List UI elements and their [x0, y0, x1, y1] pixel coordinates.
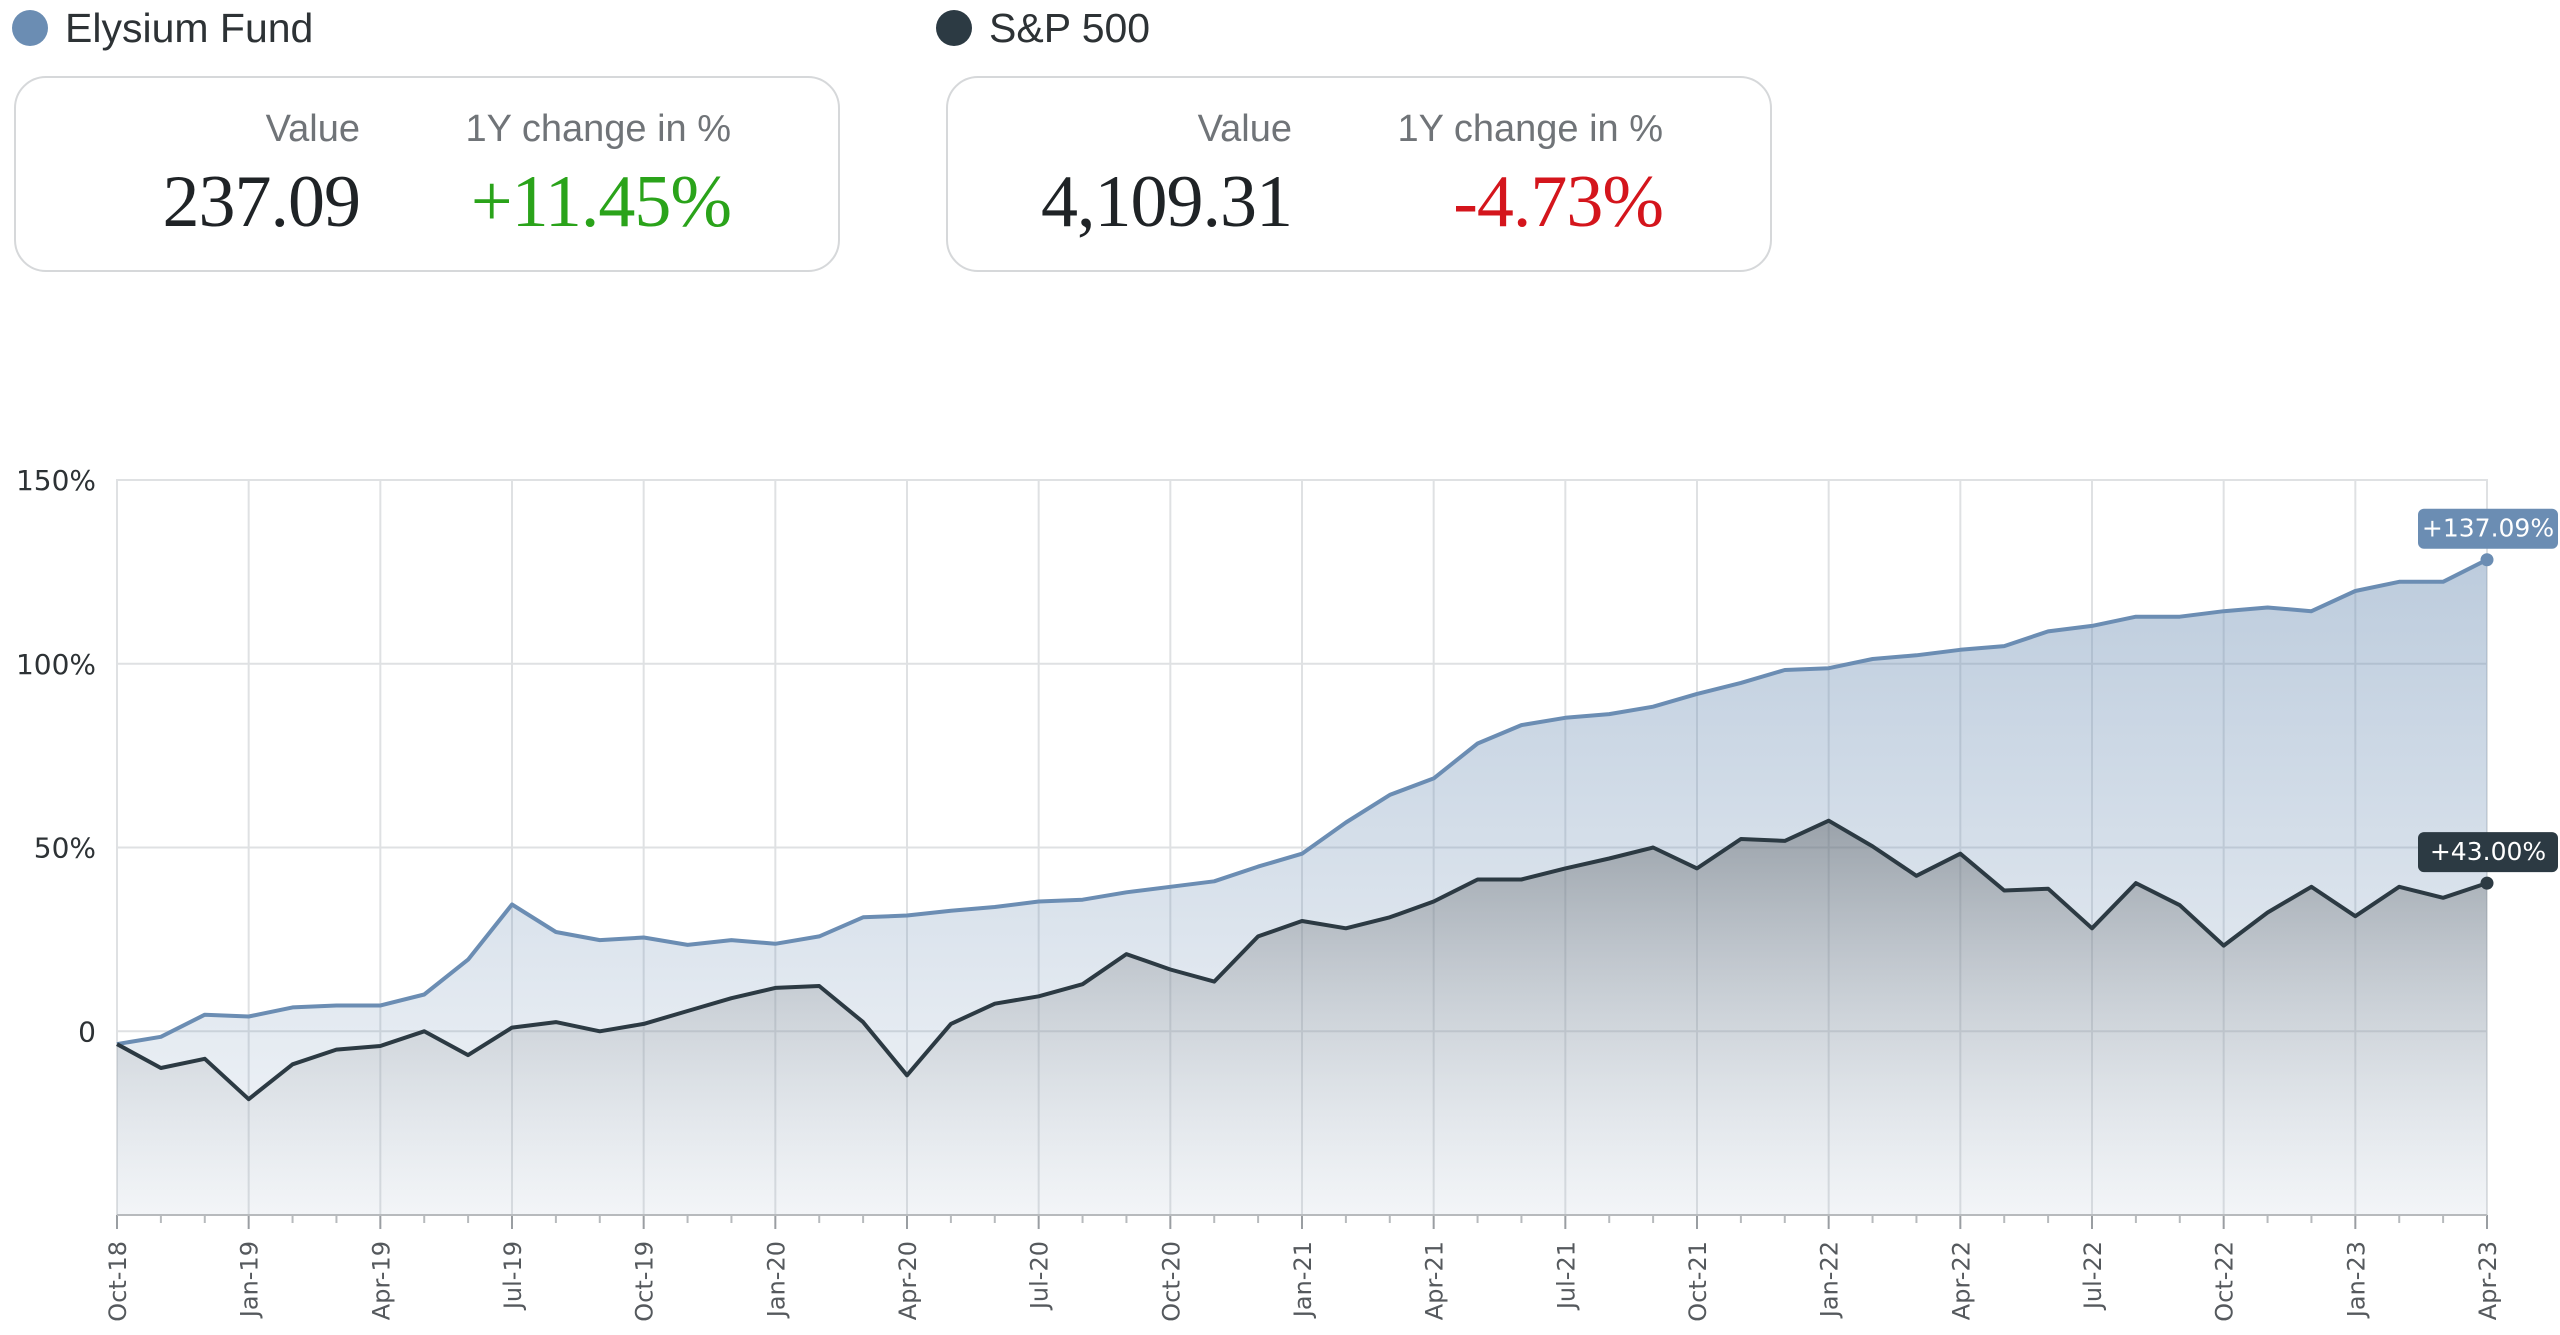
y-tick-label: 0	[78, 1015, 96, 1048]
legend-label-fund: Elysium Fund	[65, 4, 314, 51]
x-tick-label: Jul-21	[1552, 1241, 1580, 1311]
x-tick-label: Oct-21	[1684, 1241, 1712, 1322]
x-tick-label: Jan-20	[762, 1241, 790, 1319]
fund-value: 237.09	[162, 161, 361, 243]
fund-end-badge	[2418, 508, 2558, 549]
x-tick-label: Jan-21	[1289, 1241, 1317, 1319]
fund-end-point	[2480, 553, 2494, 567]
x-tick-label: Apr-20	[894, 1241, 922, 1320]
sp500-end-point	[2480, 876, 2494, 890]
sp500-series-dot	[936, 10, 972, 46]
sp500-value-header: Value	[1197, 108, 1292, 150]
y-tick-label: 50%	[34, 832, 96, 865]
x-tick-label: Jan-22	[1816, 1241, 1844, 1319]
sp500-area	[117, 820, 2487, 1215]
x-tick-label: Jan-19	[236, 1241, 264, 1319]
x-tick-label: Apr-19	[367, 1241, 395, 1320]
x-tick-label: Apr-23	[2474, 1241, 2502, 1320]
fund-line	[116, 557, 2488, 1047]
chart-areas	[117, 559, 2487, 1215]
legend-item-fund[interactable]: Elysium Fund	[12, 2, 313, 54]
chart-end-labels: +137.09% +43.00%	[2418, 508, 2558, 890]
fund-end-label: +137.09%	[2422, 514, 2554, 543]
y-tick-label: 100%	[16, 648, 96, 681]
sp500-change-header: 1Y change in %	[1397, 108, 1664, 150]
x-tick-label: Oct-19	[631, 1241, 659, 1322]
sp500-value: 4,109.31	[1041, 161, 1293, 243]
x-tick-label: Jul-22	[2079, 1241, 2107, 1311]
legend-item-sp500[interactable]: S&P 500	[936, 2, 1150, 54]
sp500-end-badge	[2418, 832, 2558, 873]
chart-lines	[116, 557, 2488, 1102]
x-tick-label: Jan-23	[2342, 1241, 2370, 1319]
x-tick-label: Oct-22	[2211, 1241, 2239, 1322]
sp500-summary-card: Value 1Y change in % 4,109.31 -4.73%	[946, 76, 1772, 272]
x-tick-label: Apr-22	[1947, 1241, 1975, 1320]
fund-change-header: 1Y change in %	[465, 108, 732, 150]
sp500-end-label: +43.00%	[2430, 837, 2546, 866]
legend-label-sp500: S&P 500	[989, 4, 1151, 51]
x-tick-label: Jul-20	[1026, 1241, 1054, 1311]
fund-summary-card: Value 1Y change in % 237.09 +11.45%	[14, 76, 840, 272]
fund-change-value: +11.45%	[470, 161, 732, 243]
fund-value-header: Value	[265, 108, 360, 150]
sp500-change-value: -4.73%	[1453, 161, 1664, 243]
x-tick-label: Jul-19	[499, 1241, 527, 1311]
chart-axes: 150% 100% 50% 0 Oct-18 Jan-19 Apr-19 Jul-19 Oct-…	[16, 464, 2502, 1322]
fund-series-dot	[12, 10, 48, 46]
y-tick-label: 150%	[16, 464, 96, 497]
x-tick-label: Oct-20	[1157, 1241, 1185, 1322]
x-tick-label: Oct-18	[104, 1241, 132, 1322]
sp500-line	[116, 818, 2488, 1102]
x-tick-label: Apr-21	[1421, 1241, 1449, 1320]
